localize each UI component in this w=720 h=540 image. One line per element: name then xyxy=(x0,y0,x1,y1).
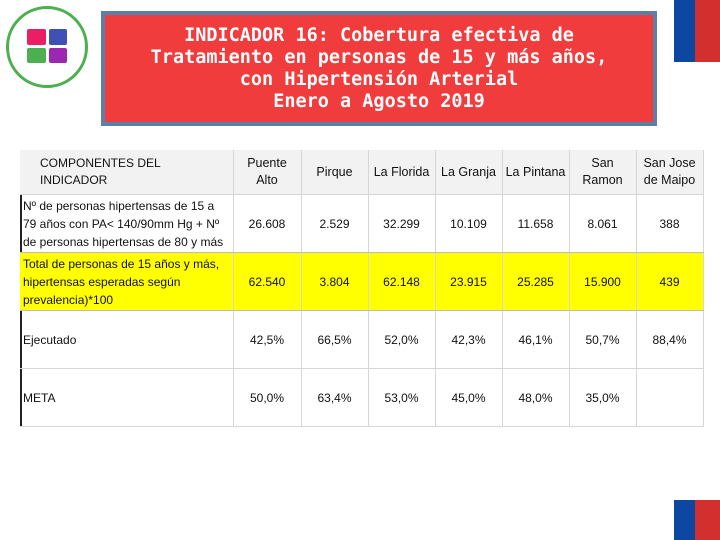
table-cell: 48,0% xyxy=(502,368,570,427)
row-label: Ejecutado xyxy=(20,310,234,369)
table-cell: 52,0% xyxy=(368,310,436,369)
column-header: La Pintana xyxy=(502,150,570,195)
table-cell: 50,0% xyxy=(233,368,302,427)
table-cell: 3.804 xyxy=(301,252,369,311)
table-cell: 42,3% xyxy=(435,310,503,369)
table-cell: 62.540 xyxy=(233,252,302,311)
table-cell: 45,0% xyxy=(435,368,503,427)
table-cell: 63,4% xyxy=(301,368,369,427)
table-cell: 46,1% xyxy=(502,310,570,369)
table-cell: 50,7% xyxy=(569,310,637,369)
title-line: Enero a Agosto 2019 xyxy=(273,90,485,112)
column-header: Puente Alto xyxy=(233,150,302,195)
column-header: San Jose de Maipo xyxy=(636,150,704,195)
table-row-highlighted: Total de personas de 15 años y más, hipe… xyxy=(20,252,704,311)
title-banner: INDICADOR 16: Cobertura efectiva de Trat… xyxy=(101,11,657,126)
column-header: COMPONENTES DEL INDICADOR xyxy=(20,150,234,195)
table-row: Nº de personas hipertensas de 15 a 79 añ… xyxy=(20,194,704,253)
flag-corner-top xyxy=(674,0,720,62)
column-header: La Granja xyxy=(435,150,503,195)
table-cell: 10.109 xyxy=(435,194,503,253)
table-cell: 35,0% xyxy=(569,368,637,427)
row-label: META xyxy=(20,368,234,427)
table-header-row: COMPONENTES DEL INDICADOR Puente Alto Pi… xyxy=(20,150,704,195)
organization-logo xyxy=(6,6,88,88)
table-cell: 8.061 xyxy=(569,194,637,253)
table-cell xyxy=(636,368,704,427)
title-line: con Hipertensión Arterial xyxy=(239,68,519,90)
table-cell: 66,5% xyxy=(301,310,369,369)
table-cell: 2.529 xyxy=(301,194,369,253)
logo-emblem xyxy=(27,29,67,63)
title-line: Tratamiento en personas de 15 y más años… xyxy=(150,46,608,68)
table-cell: 25.285 xyxy=(502,252,570,311)
title-line: INDICADOR 16: Cobertura efectiva de xyxy=(184,24,574,46)
column-header: San Ramon xyxy=(569,150,637,195)
table-cell: 23.915 xyxy=(435,252,503,311)
table-cell: 88,4% xyxy=(636,310,704,369)
table-cell: 53,0% xyxy=(368,368,436,427)
column-header: Pirque xyxy=(301,150,369,195)
table-cell: 439 xyxy=(636,252,704,311)
row-label: Total de personas de 15 años y más, hipe… xyxy=(20,252,234,311)
table-row: Ejecutado 42,5% 66,5% 52,0% 42,3% 46,1% … xyxy=(20,310,704,369)
row-label: Nº de personas hipertensas de 15 a 79 añ… xyxy=(20,194,234,253)
table-cell: 62.148 xyxy=(368,252,436,311)
table-cell: 11.658 xyxy=(502,194,570,253)
column-header: La Florida xyxy=(368,150,436,195)
table-row: META 50,0% 63,4% 53,0% 45,0% 48,0% 35,0% xyxy=(20,368,704,427)
table-cell: 32.299 xyxy=(368,194,436,253)
flag-corner-bottom xyxy=(674,500,720,540)
indicator-table: COMPONENTES DEL INDICADOR Puente Alto Pi… xyxy=(20,150,704,427)
table-cell: 26.608 xyxy=(233,194,302,253)
table-cell: 15.900 xyxy=(569,252,637,311)
table-cell: 42,5% xyxy=(233,310,302,369)
table-cell: 388 xyxy=(636,194,704,253)
